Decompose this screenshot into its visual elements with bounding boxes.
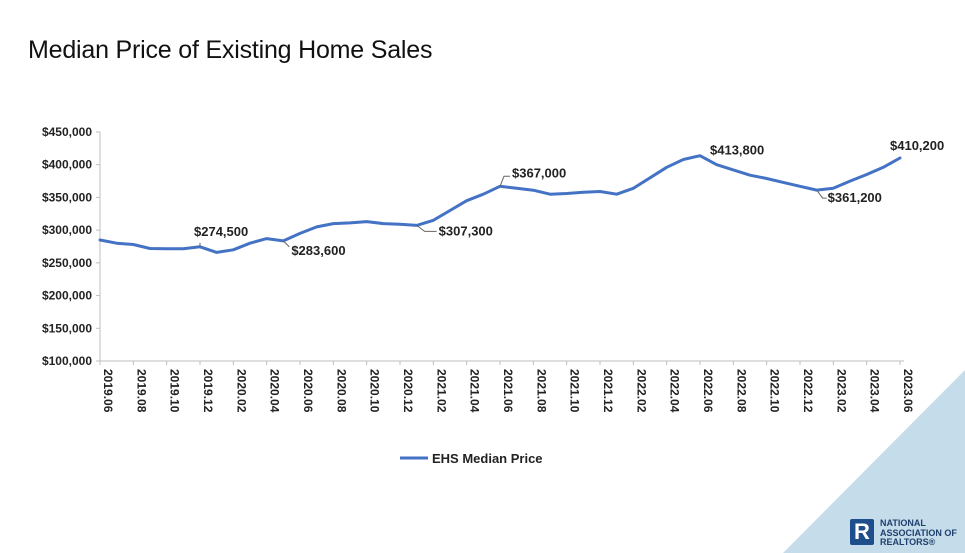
data-label: $361,200 — [828, 190, 882, 205]
data-label: $367,000 — [512, 165, 566, 180]
chart-title: Median Price of Existing Home Sales — [28, 36, 433, 64]
x-tick-label: 2021.04 — [468, 369, 482, 413]
data-label: $413,800 — [710, 143, 764, 158]
legend-label: EHS Median Price — [432, 451, 543, 466]
data-label: $307,300 — [439, 223, 493, 238]
annotation-leader — [816, 189, 827, 199]
x-tick-label: 2023.04 — [868, 369, 882, 413]
data-label: $410,200 — [890, 138, 944, 153]
x-tick-label: 2021.06 — [501, 369, 515, 413]
x-tick-label: 2021.10 — [568, 369, 582, 413]
y-tick-label: $400,000 — [42, 158, 92, 172]
y-tick-label: $450,000 — [42, 125, 92, 139]
x-tick-label: 2020.02 — [234, 369, 248, 413]
y-tick-label: $350,000 — [42, 190, 92, 204]
logo-line-2: ASSOCIATION OF — [880, 527, 957, 538]
x-tick-label: 2019.08 — [134, 369, 148, 413]
x-tick-label: 2020.04 — [268, 369, 282, 413]
annotation-leader — [282, 240, 290, 248]
nar-logo: NATIONAL ASSOCIATION OF REALTORS® — [850, 518, 960, 548]
y-tick-label: $200,000 — [42, 289, 92, 303]
x-tick-label: 2020.06 — [301, 369, 315, 413]
annotation-leader — [499, 175, 510, 187]
x-tick-label: 2023.02 — [834, 369, 848, 413]
x-tick-label: 2020.10 — [368, 369, 382, 413]
realtor-r-icon — [850, 519, 874, 545]
x-tick-label: 2019.06 — [101, 369, 115, 413]
logo-line-1: NATIONAL — [880, 518, 926, 528]
x-tick-label: 2019.10 — [168, 369, 182, 413]
y-tick-label: $250,000 — [42, 256, 92, 270]
logo-line-3: REALTORS® — [880, 537, 936, 547]
x-tick-label: 2021.08 — [534, 369, 548, 413]
annotation-leader — [416, 224, 437, 232]
x-tick-label: 2019.12 — [201, 369, 215, 413]
x-tick-label: 2020.08 — [334, 369, 348, 413]
x-tick-label: 2022.04 — [668, 369, 682, 413]
y-tick-label: $150,000 — [42, 321, 92, 335]
x-tick-label: 2021.12 — [601, 369, 615, 413]
y-tick-label: $100,000 — [42, 354, 92, 368]
x-tick-label: 2022.10 — [768, 369, 782, 413]
y-tick-label: $300,000 — [42, 223, 92, 237]
x-tick-label: 2020.12 — [401, 369, 415, 413]
x-tick-label: 2021.02 — [434, 369, 448, 413]
x-tick-label: 2023.06 — [901, 369, 915, 413]
logo-text: NATIONAL ASSOCIATION OF REALTORS® — [880, 518, 957, 548]
x-tick-label: 2022.02 — [634, 369, 648, 413]
data-label: $283,600 — [291, 243, 345, 258]
x-tick-label: 2022.06 — [701, 369, 715, 413]
data-label: $274,500 — [194, 224, 248, 239]
x-tick-label: 2022.12 — [801, 369, 815, 413]
x-tick-label: 2022.08 — [734, 369, 748, 413]
